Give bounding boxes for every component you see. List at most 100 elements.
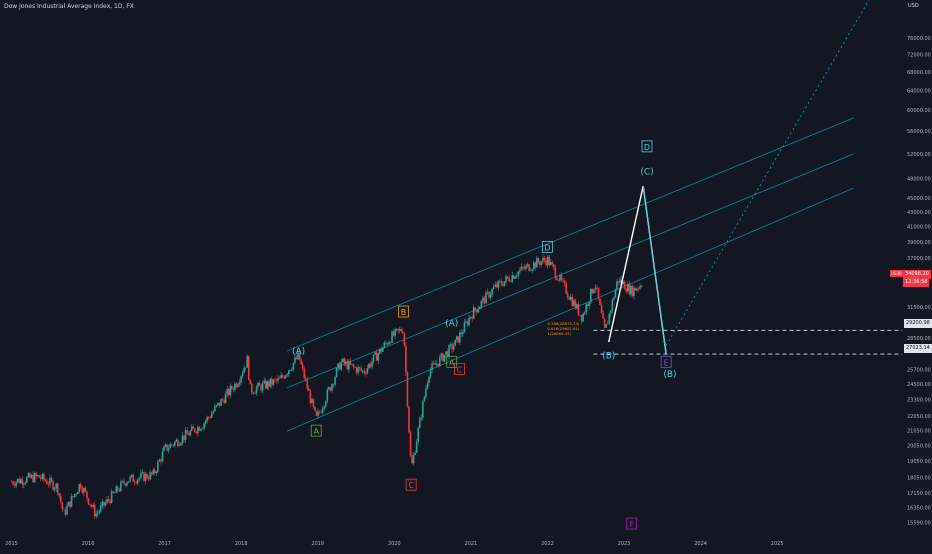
candle-body [465,321,467,323]
candle-body [491,288,493,295]
y-tick-label: 39000.00 [907,240,931,246]
candle-body [207,416,210,418]
candle-body [371,361,373,367]
candle-body [368,363,370,369]
candle-body [166,444,168,451]
candle-body [340,361,342,370]
y-tick-label: 28500.00 [907,336,931,342]
candle-body [161,451,164,462]
candle-body [215,404,218,407]
candle-body [317,411,319,416]
candle-body [149,472,151,480]
candle-body [525,265,527,269]
candle-body [553,264,555,268]
y-tick-label: 48000.00 [907,176,931,182]
candle-body [180,442,182,445]
candle-body [349,361,352,365]
candle-body [616,281,618,290]
candle-body [357,367,359,373]
candle-body [50,477,53,482]
candle-body [294,357,296,363]
currency-label: USD [908,3,919,9]
candle-body [511,275,514,282]
candle-body [536,258,538,268]
candle-body [95,513,98,517]
candle-body [477,309,480,313]
candle-body [633,287,635,296]
candle-body [309,391,312,404]
candle-body [502,284,504,286]
candle-body [426,382,429,389]
candle-body [264,380,267,389]
candle-body [443,354,446,362]
candle-body [569,296,572,300]
wave-label: C [405,478,417,491]
candle-body [80,484,82,489]
candle-body [284,375,287,379]
candle-body [297,352,299,360]
candle-body [482,297,484,301]
candle-body [23,483,25,485]
candle-body [78,484,81,493]
x-tick-label: 2019 [311,541,324,547]
candle-body [556,277,558,281]
candle-body [549,262,552,266]
candle-body [434,363,436,365]
candle-body [76,492,79,495]
candle-body [221,399,224,400]
candle-body [505,276,507,282]
candle-body [274,379,276,381]
candle-body [59,495,62,503]
candle-body [452,345,455,350]
candle-body [86,491,88,499]
candle-body [292,362,295,370]
candle-body [263,380,265,384]
wave-label-box [626,517,638,530]
candle-body [141,472,144,474]
candle-body [169,444,171,449]
candle-body [112,491,114,493]
candle-body [81,488,84,493]
candle-body [26,476,28,483]
candle-body [623,281,626,290]
candle-body [485,292,487,304]
candle-body [455,336,458,340]
candle-body [229,385,232,396]
candle-body [269,378,272,387]
wave-label-box [641,140,653,153]
candle-body [446,351,449,357]
candle-body [181,435,184,443]
candle-body [38,475,41,478]
candle-body [579,314,581,316]
candle-body [35,473,37,476]
candle-body [218,402,221,406]
candle-body [542,257,544,262]
candle-body [454,339,456,346]
candle-body [266,381,269,389]
candle-body [39,477,42,479]
candle-body [101,501,104,506]
candle-body [30,474,33,478]
candle-body [394,329,396,336]
candle-body [358,367,361,369]
y-tick-label: 64000.00 [907,88,931,94]
candle-body [377,353,379,361]
candle-body [606,323,609,325]
candle-body [15,481,17,486]
candle-body [563,280,566,284]
candle-body [374,352,376,355]
wave-label-text: E [664,358,669,367]
fib-label: 0.618(29601.81) [547,326,579,331]
candle-body [411,456,413,464]
candle-body [198,426,201,431]
candle-body [241,373,244,377]
candle-body [291,369,293,371]
wave-label-box [405,478,417,491]
candle-body [637,288,640,290]
candle-body [445,351,447,355]
candle-body [355,367,358,373]
candle-body [626,283,629,292]
candle-body [409,432,412,457]
